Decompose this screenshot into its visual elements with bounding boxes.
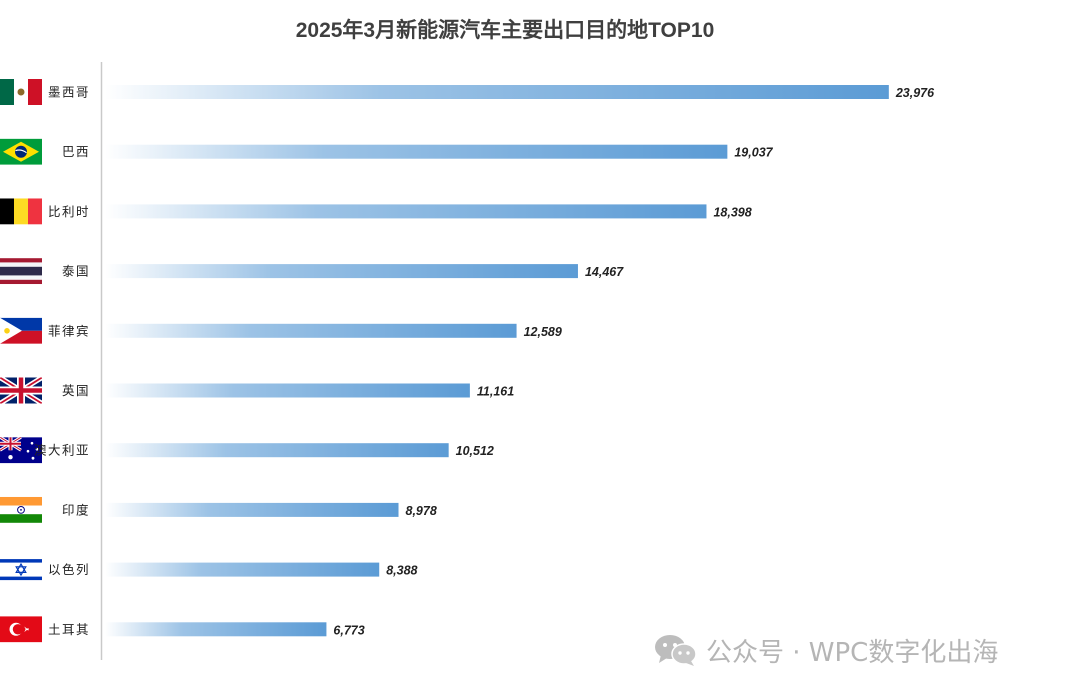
mexico-flag: [0, 79, 42, 105]
value-label: 10,512: [456, 444, 494, 458]
bar: [105, 144, 728, 159]
category-label: 泰国: [62, 264, 90, 279]
value-label: 11,161: [477, 385, 514, 399]
value-label: 8,978: [406, 504, 437, 518]
value-label: 14,467: [585, 265, 624, 279]
category-label: 菲律宾: [48, 323, 90, 338]
bar: [105, 204, 707, 219]
bar: [105, 443, 449, 458]
bar: [105, 323, 517, 338]
category-label: 印度: [62, 502, 90, 517]
philippines-flag: [0, 317, 42, 344]
value-label: 6,773: [333, 623, 364, 637]
value-label: 8,388: [386, 564, 417, 578]
category-label: 澳大利亚: [34, 443, 90, 458]
bar: [105, 85, 889, 99]
watermark-text: 公众号 · WPC数字化出海: [706, 637, 999, 668]
uk-flag: [0, 377, 42, 404]
value-label: 19,037: [734, 146, 773, 160]
category-label: 比利时: [48, 204, 90, 219]
value-label: 23,976: [895, 86, 935, 100]
bar: [105, 264, 578, 279]
brazil-flag: [0, 138, 42, 165]
value-label: 12,589: [524, 325, 562, 339]
category-label: 巴西: [62, 144, 90, 159]
belgium-flag: [0, 198, 42, 225]
turkey-flag: [0, 616, 42, 643]
watermark: 公众号 · WPC数字化出海: [654, 630, 998, 670]
australia-flag: [0, 437, 42, 464]
bar: [105, 383, 470, 398]
bar: [105, 562, 380, 577]
chart-title: 2025年3月新能源汽车主要出口目的地TOP10: [295, 19, 715, 42]
value-label: 18,398: [713, 205, 751, 219]
category-label: 以色列: [48, 562, 90, 577]
israel-flag: [0, 556, 42, 583]
category-label: 英国: [62, 383, 90, 398]
category-label: 墨西哥: [48, 85, 90, 100]
thailand-flag: [0, 258, 42, 285]
wechat-icon: [655, 635, 697, 666]
bar: [105, 622, 327, 637]
category-label: 土耳其: [48, 622, 90, 637]
india-flag: [0, 496, 42, 523]
bar: [105, 502, 399, 517]
